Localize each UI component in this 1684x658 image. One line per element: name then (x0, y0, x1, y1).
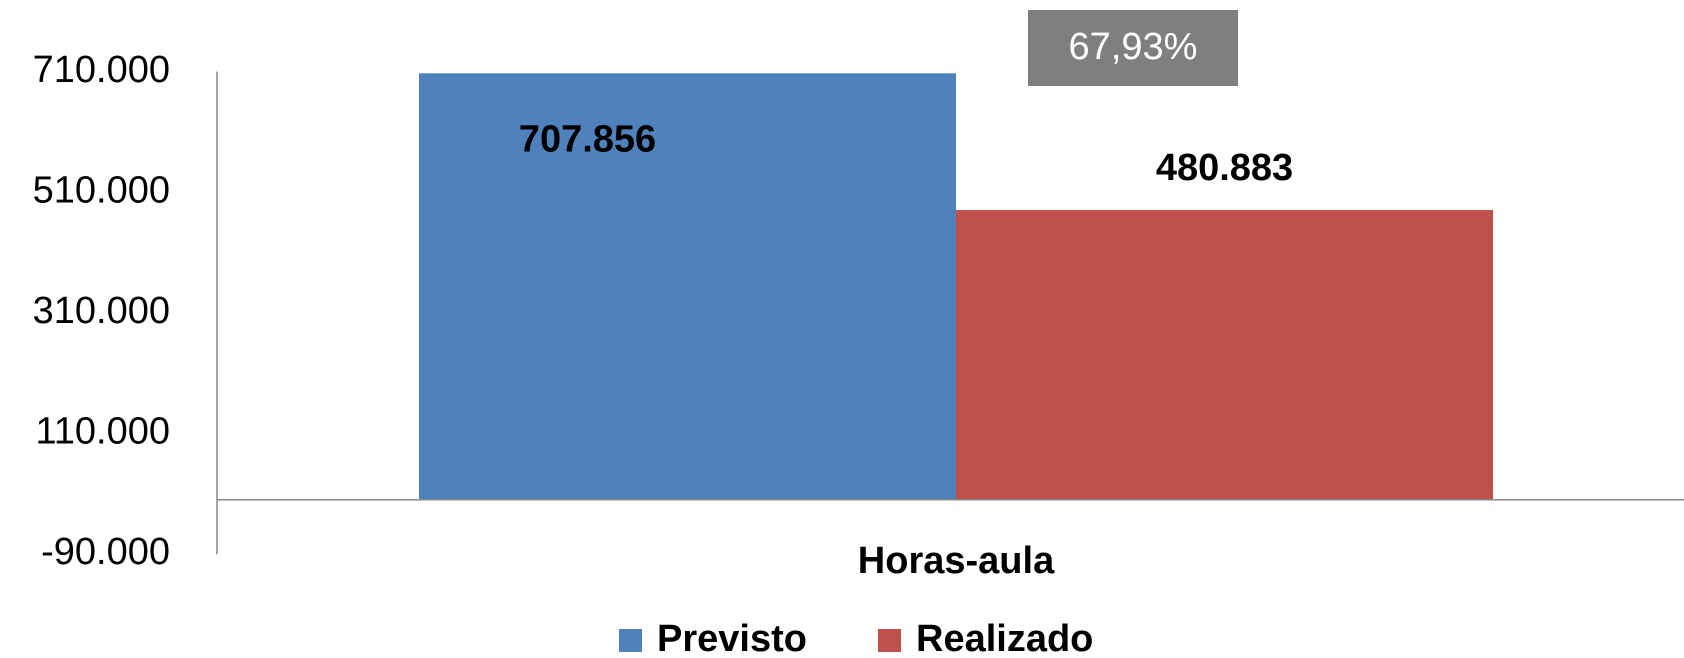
y-tick-label: -90.000 (41, 531, 170, 573)
bar (419, 73, 956, 500)
legend-swatch (878, 629, 901, 652)
y-tick-label: 510.000 (33, 170, 170, 212)
legend-label: Realizado (916, 618, 1093, 658)
annotation-box (1028, 10, 1238, 86)
y-tick-label: 710.000 (33, 49, 170, 91)
data-label: 480.883 (1156, 147, 1293, 189)
x-tick-label: Horas-aula (858, 540, 1055, 582)
y-tick-label: 310.000 (33, 290, 170, 332)
bar (956, 210, 1493, 500)
annotation: 67,93% (1069, 26, 1198, 68)
data-label: 707.856 (519, 118, 656, 160)
legend-label: Previsto (657, 618, 807, 658)
y-tick-label: 110.000 (35, 411, 170, 453)
legend-swatch (619, 629, 642, 652)
